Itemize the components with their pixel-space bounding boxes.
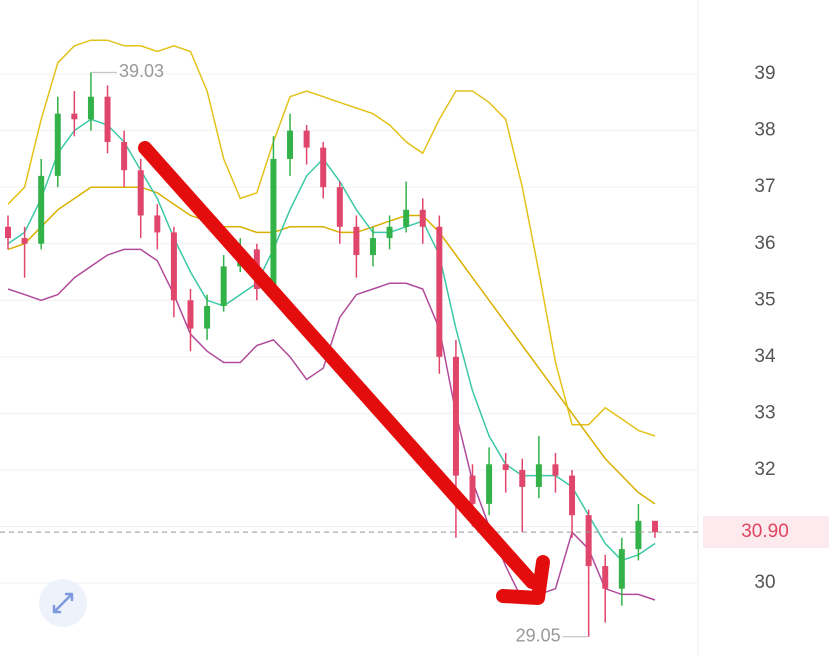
candle-body [386,226,393,239]
candle-body [552,464,559,476]
candle-body [353,226,360,256]
y-tick-label: 36 [754,233,775,254]
candle-body [303,130,310,148]
y-tick-label: 32 [754,459,775,480]
candle-body [419,209,426,227]
candle-body [436,226,443,357]
y-tick-label: 35 [754,289,775,310]
indicator-line [7,118,656,562]
indicator-line [7,248,656,601]
candle-body [187,300,194,329]
grid [0,73,698,584]
min-label: 29.05 [516,626,561,646]
candle-body [569,475,576,516]
candle-body [71,113,78,120]
max-label: 39.03 [119,61,164,81]
y-tick-label: 37 [754,176,775,197]
candle-body [220,266,227,306]
candle-body [602,566,609,589]
y-tick-label: 30 [754,572,775,593]
candles [5,72,658,637]
candle-body [486,464,493,504]
candle-body [5,226,11,239]
y-tick-label: 39 [754,63,775,84]
y-tick-label: 34 [754,346,776,367]
candle-body [21,238,28,244]
candle-body [87,96,94,120]
candle-body [635,520,642,550]
candle-body [336,187,343,227]
expand-button[interactable] [39,579,87,627]
indicator-line [7,186,656,505]
candle-body [38,175,45,244]
trend-arrow [138,141,550,605]
last-price-bg [703,516,829,549]
candle-body [320,147,327,188]
candle-body [204,305,211,329]
candle-body [54,113,61,176]
candle-body [618,549,625,589]
candle-body [535,464,542,487]
candle-body [121,141,128,171]
candle-body [519,469,526,487]
y-tick-label: 38 [754,120,775,141]
candle-body [652,520,658,533]
candle-body [452,356,459,476]
candle-body [369,238,376,256]
y-tick-label: 33 [754,402,775,423]
candle-body [104,96,111,142]
expand-icon [52,592,74,614]
arrow-head [496,555,550,605]
indicator-line [7,39,656,437]
candle-body [270,158,277,289]
candle-body [585,515,592,567]
candle-body [137,170,144,216]
candle-body [403,209,410,227]
arrow-shaft [138,141,539,589]
candle-body [502,464,509,470]
candle-body [287,130,294,159]
candle-body [469,475,476,504]
indicator-lines [7,39,656,601]
candle-body [154,215,161,233]
last-price-label: 30.90 [741,521,789,542]
candle-body [170,232,177,301]
